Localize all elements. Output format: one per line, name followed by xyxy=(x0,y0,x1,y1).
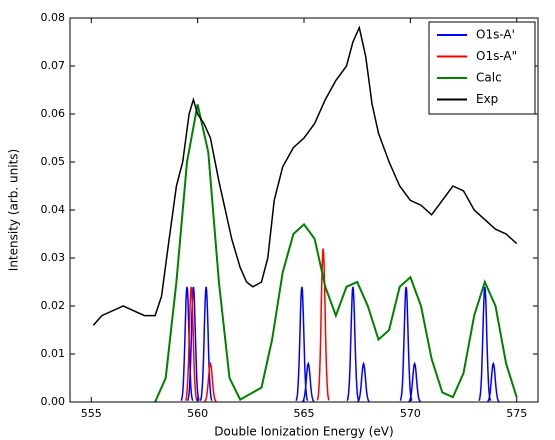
legend-label: Exp xyxy=(476,92,498,106)
x-tick-label: 565 xyxy=(294,407,315,420)
stick-peak xyxy=(180,286,194,401)
y-axis-label: Intensity (arb. units) xyxy=(7,149,21,271)
legend-label: O1s-A' xyxy=(476,28,515,42)
x-axis-label: Double Ionization Energy (eV) xyxy=(214,425,393,439)
series-line xyxy=(154,104,518,402)
y-tick-label: 0.06 xyxy=(41,107,66,120)
y-tick-label: 0.07 xyxy=(41,59,66,72)
stick-peak xyxy=(199,286,213,401)
x-tick-label: 575 xyxy=(506,407,527,420)
plot-frame xyxy=(69,17,539,403)
y-tick-label: 0.08 xyxy=(41,11,66,24)
legend-label: Calc xyxy=(476,71,502,85)
stick-peak xyxy=(357,361,370,402)
stick-peak xyxy=(184,286,198,401)
plot-area xyxy=(92,25,518,402)
stick-peak xyxy=(487,361,500,402)
x-tick-label: 555 xyxy=(81,407,102,420)
stick-peak xyxy=(478,286,492,401)
stick-peak xyxy=(204,361,217,402)
stick-peak xyxy=(301,361,315,402)
x-tick-label: 560 xyxy=(187,407,208,420)
y-tick-label: 0.04 xyxy=(41,203,66,216)
y-tick-label: 0.05 xyxy=(41,155,66,168)
stick-peak xyxy=(346,286,360,401)
stick-peak xyxy=(316,248,330,401)
stick-peak xyxy=(399,286,413,401)
y-tick-label: 0.03 xyxy=(41,251,66,264)
stick-peak xyxy=(408,361,421,402)
stick-peak xyxy=(186,286,200,401)
y-tick-label: 0.02 xyxy=(41,299,66,312)
legend-label: O1s-A" xyxy=(476,49,517,63)
x-tick-label: 570 xyxy=(400,407,421,420)
y-tick-label: 0.00 xyxy=(41,395,66,408)
y-tick-label: 0.01 xyxy=(41,347,66,360)
series-line xyxy=(92,25,518,326)
